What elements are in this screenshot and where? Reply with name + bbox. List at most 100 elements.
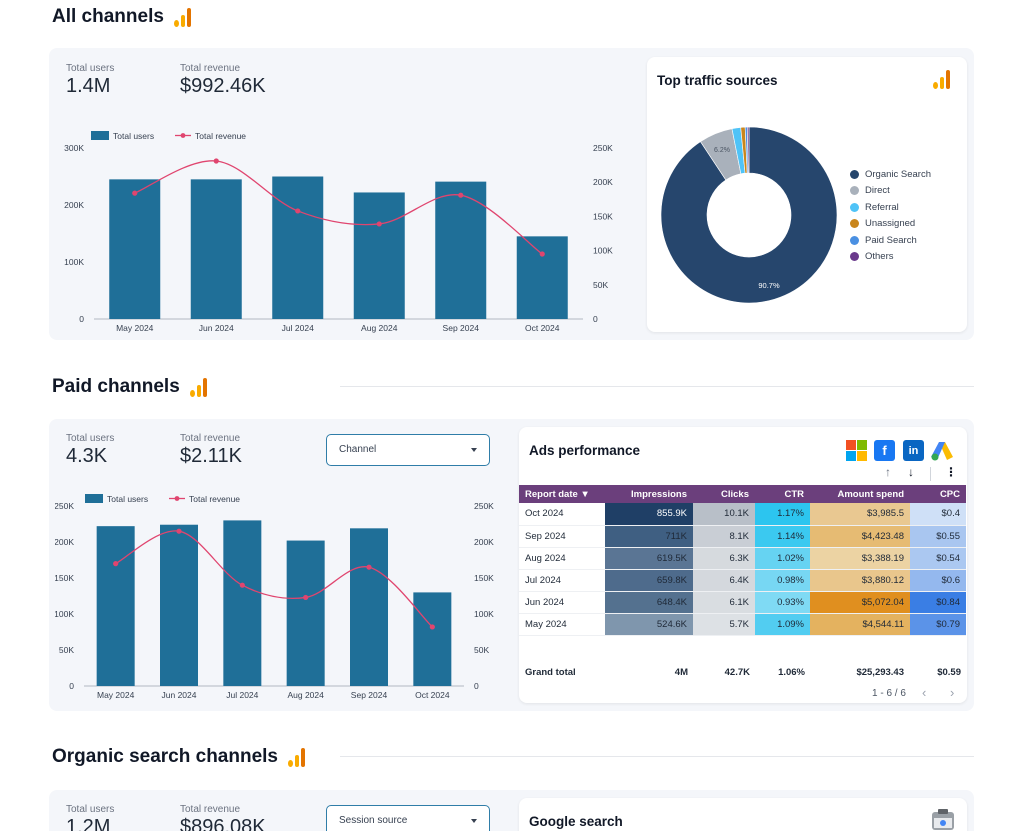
legend-revenue-dot <box>180 133 186 138</box>
y-tick-label: 50K <box>59 645 74 655</box>
bar <box>516 236 568 319</box>
legend-label: Paid Search <box>865 234 917 246</box>
y-tick-label: 300K <box>64 143 84 153</box>
section-divider <box>340 756 974 757</box>
session-source-dropdown[interactable]: Session source <box>326 805 490 831</box>
legend-revenue-dot <box>174 496 180 501</box>
grand-total-cell: 4M <box>674 667 688 678</box>
google-analytics-icon <box>189 377 207 397</box>
bar <box>350 528 388 686</box>
column-header[interactable]: Impressions <box>605 485 693 503</box>
table-cell: $0.79 <box>910 613 966 636</box>
x-tick-label: Sep 2024 <box>443 323 480 333</box>
sort-ascending-icon[interactable]: ↑ <box>885 465 891 479</box>
table-cell: Oct 2024 <box>519 503 605 526</box>
pagination-label: 1 - 6 / 6 <box>872 688 906 699</box>
x-tick-label: Oct 2024 <box>525 323 560 333</box>
legend-item: Others <box>850 251 894 262</box>
bar <box>353 192 405 319</box>
revenue-point <box>429 624 435 630</box>
top-traffic-sources-title: Top traffic sources <box>657 73 778 88</box>
table-cell: Jul 2024 <box>519 569 605 592</box>
linkedin-icon: in <box>903 440 924 461</box>
bar <box>272 176 324 319</box>
section-title-organic-channels: Organic search channels <box>52 746 305 768</box>
x-tick-label: Jun 2024 <box>162 690 197 700</box>
legend-label: Unassigned <box>865 218 916 230</box>
chevron-down-icon <box>471 819 477 823</box>
organic-total-users-value: 1.2M <box>66 816 111 831</box>
google-search-title: Google search <box>529 814 623 829</box>
table-cell: Sep 2024 <box>519 525 605 548</box>
table-cell: 1.17% <box>755 503 810 526</box>
y2-tick-label: 150K <box>593 211 613 221</box>
legend-item: Direct <box>850 185 890 196</box>
all-channels-combo-chart: 0 100K 200K 300K 0 50K 100K 150K 200K 250K May 202… <box>64 131 613 333</box>
table-row: Aug 2024 619.5K 6.3K 1.02% $3,388.19 $0.54 <box>519 547 966 570</box>
table-cell: $3,388.19 <box>810 547 910 570</box>
revenue-point <box>213 158 219 164</box>
more-options-icon[interactable]: ⋮ <box>945 465 957 479</box>
table-cell: Aug 2024 <box>519 547 605 570</box>
column-header[interactable]: Clicks <box>693 485 755 503</box>
revenue-point <box>303 594 309 601</box>
ads-performance-table: Report date ▼ Impressions Clicks CTR Amount … <box>519 485 966 636</box>
legend-revenue-label: Total revenue <box>189 494 240 504</box>
sort-descending-icon[interactable]: ↓ <box>908 465 914 479</box>
column-header[interactable]: CPC <box>910 485 966 503</box>
table-cell: 10.1K <box>693 503 755 526</box>
bar <box>96 526 135 686</box>
slice-label-direct: 6.2% <box>714 147 730 154</box>
total-users-value: 1.4M <box>66 75 111 97</box>
grand-total-cell: $0.59 <box>937 667 961 678</box>
revenue-point <box>458 192 464 198</box>
table-cell: $0.84 <box>910 591 966 614</box>
y2-tick-label: 0 <box>474 681 479 691</box>
table-cell: 8.1K <box>693 525 755 548</box>
revenue-point <box>366 564 372 570</box>
chevron-right-icon[interactable]: › <box>950 685 955 700</box>
legend-swatch <box>850 202 859 212</box>
legend-users-label: Total users <box>107 494 148 504</box>
table-cell: $5,072.04 <box>810 591 910 614</box>
legend-swatch <box>850 235 859 245</box>
column-header[interactable]: Amount spend <box>810 485 910 503</box>
revenue-point <box>295 208 301 214</box>
table-cell: $0.6 <box>910 569 966 592</box>
y-tick-label: 0 <box>79 314 84 324</box>
revenue-point <box>376 221 382 227</box>
bar <box>435 181 487 319</box>
table-cell: 659.8K <box>605 569 693 592</box>
y-tick-label: 200K <box>64 200 84 210</box>
google-ads-icon <box>931 442 953 461</box>
table-cell: 6.3K <box>693 547 755 570</box>
bar <box>413 592 452 686</box>
ads-performance-title: Ads performance <box>529 443 641 458</box>
column-header-report-date[interactable]: Report date ▼ <box>519 485 605 503</box>
y-tick-label: 100K <box>64 257 84 267</box>
legend-swatch <box>850 186 859 196</box>
legend-label: Others <box>865 251 894 262</box>
y2-tick-label: 200K <box>474 537 494 547</box>
legend-swatch <box>850 252 859 261</box>
bar <box>223 520 262 686</box>
total-users-label: Total users <box>66 63 115 74</box>
legend-item: Referral <box>850 202 899 213</box>
donut-slice <box>747 126 750 174</box>
y-tick-label: 100K <box>55 609 74 619</box>
channel-dropdown[interactable]: Channel <box>326 434 490 466</box>
total-revenue-value: $992.46K <box>180 75 266 97</box>
google-search-console-icon <box>932 809 954 830</box>
section-title-paid-channels: Paid channels <box>52 376 207 398</box>
legend-revenue-label: Total revenue <box>195 131 246 141</box>
y-tick-label: 200K <box>55 537 74 547</box>
toolbar-divider <box>930 467 931 481</box>
chevron-left-icon[interactable]: ‹ <box>922 685 927 700</box>
total-revenue-label: Total revenue <box>180 63 241 74</box>
column-header[interactable]: CTR <box>755 485 810 503</box>
table-row: May 2024 524.6K 5.7K 1.09% $4,544.11 $0.79 <box>519 613 966 636</box>
bar <box>160 524 198 686</box>
y-tick-label: 0 <box>69 681 74 691</box>
revenue-point <box>113 561 119 567</box>
table-cell: May 2024 <box>519 613 605 636</box>
